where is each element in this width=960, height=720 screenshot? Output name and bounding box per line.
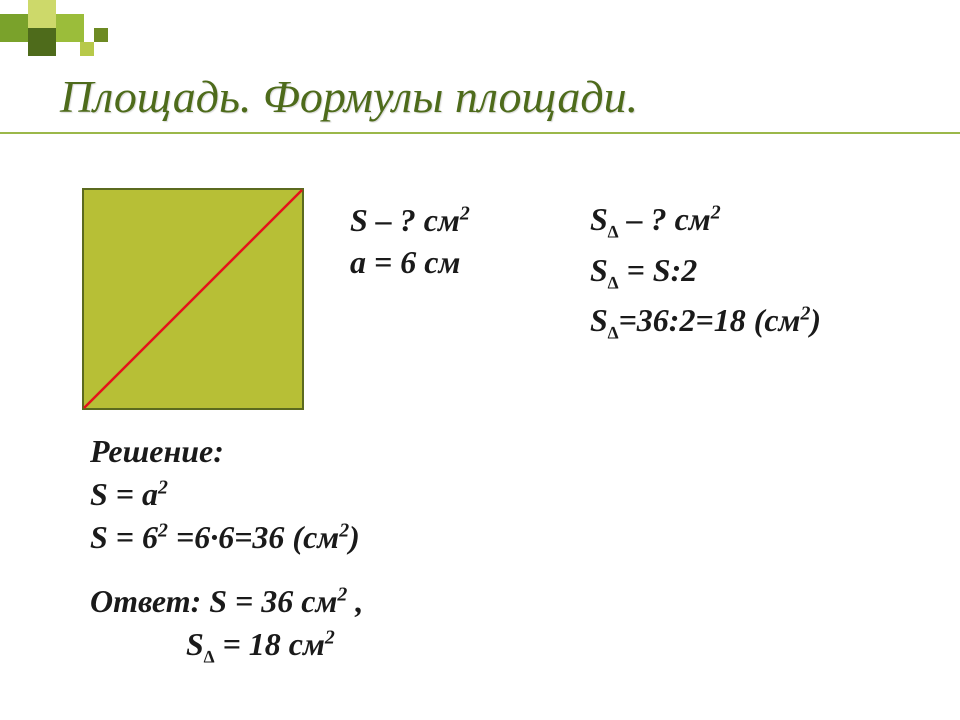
title-underline bbox=[0, 132, 960, 134]
decor-square bbox=[28, 0, 56, 28]
solution-line1: S = a2 bbox=[90, 473, 360, 516]
given2-line2: S∆ = S:2 bbox=[590, 246, 821, 297]
decor-square bbox=[94, 28, 108, 42]
given2-line3: S∆=36:2=18 (см2) bbox=[590, 296, 821, 347]
decor-square bbox=[0, 14, 28, 42]
square-diagonal bbox=[82, 188, 304, 410]
answer-block: Ответ: S = 36 см2 , S∆ = 18 см2 bbox=[90, 580, 363, 669]
corner-decor bbox=[0, 0, 200, 60]
decor-square bbox=[80, 42, 94, 56]
figure-square bbox=[82, 188, 304, 410]
solution-line2: S = 62 =6·6=36 (см2) bbox=[90, 516, 360, 559]
given-column-2: S∆ – ? см2 S∆ = S:2 S∆=36:2=18 (см2) bbox=[590, 195, 821, 347]
answer-line1: Ответ: S = 36 см2 , bbox=[90, 580, 363, 623]
decor-square bbox=[56, 14, 84, 42]
given1-line1: S – ? см2 bbox=[350, 200, 470, 242]
given1-line2: а = 6 см bbox=[350, 242, 470, 284]
given2-line1: S∆ – ? см2 bbox=[590, 195, 821, 246]
answer-line2: S∆ = 18 см2 bbox=[90, 623, 363, 669]
solution-block: Решение: S = a2 S = 62 =6·6=36 (см2) bbox=[90, 430, 360, 560]
solution-heading: Решение: bbox=[90, 430, 360, 473]
given-column-1: S – ? см2 а = 6 см bbox=[350, 200, 470, 283]
slide-title: Площадь. Формулы площади. bbox=[60, 70, 638, 123]
decor-square bbox=[28, 28, 56, 56]
